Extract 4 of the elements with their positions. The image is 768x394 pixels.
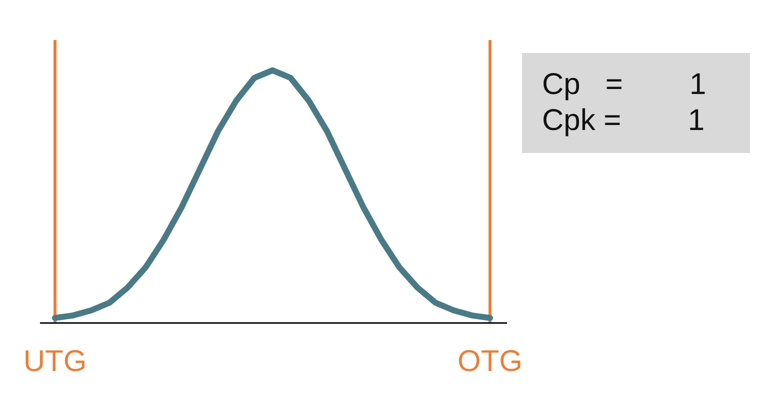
text: Cp = 1 [542, 67, 708, 103]
x-tick-label: UTG [23, 345, 87, 378]
text: Cpk = 1 [542, 103, 706, 139]
x-tick-label: OTG [458, 345, 522, 378]
